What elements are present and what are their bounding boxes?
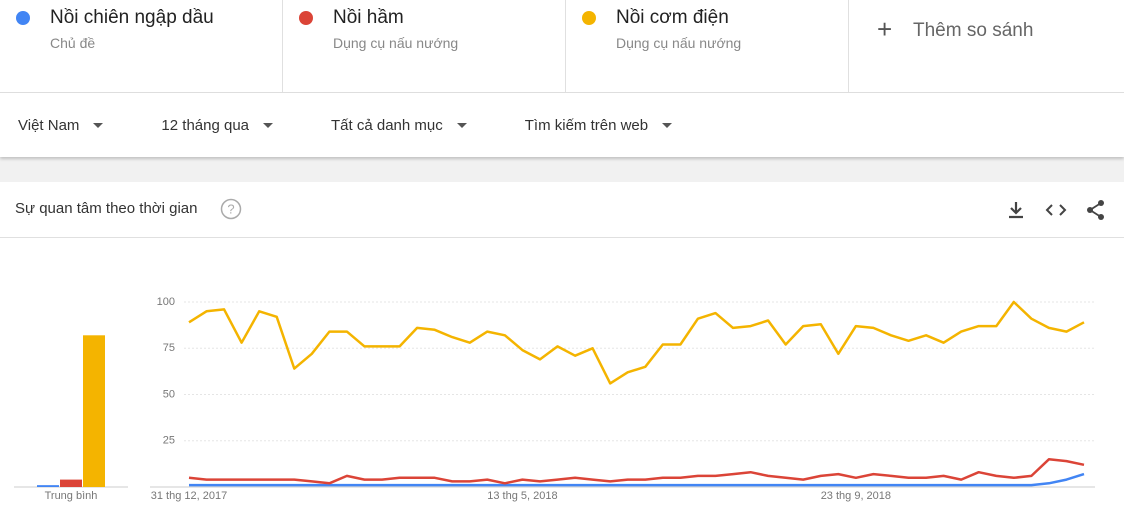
filter[interactable]: 12 tháng qua (161, 116, 274, 134)
filter-label: 12 tháng qua (161, 116, 250, 134)
bar (83, 335, 105, 487)
filter-label: Việt Nam (18, 116, 80, 134)
bar (37, 485, 59, 487)
chart: Trung bình 25 50 75 100 31 thg 12, 2017 13 thg… (14, 296, 1095, 502)
term-name: Nồi hầm (333, 7, 404, 28)
filter[interactable]: Tất cả danh mục (331, 117, 467, 134)
filter-label: Tất cả danh mục (331, 116, 443, 134)
term[interactable]: Nồi chiên ngập dầu Chủ đề (0, 0, 283, 92)
svg-text:?: ? (227, 201, 234, 216)
term-subtitle: Dụng cụ nấu nướng (333, 35, 459, 51)
term-dot (16, 11, 30, 25)
dropdown-arrow (263, 122, 274, 128)
divider (0, 237, 1124, 238)
y-tick-label: 100 (157, 296, 175, 308)
dropdown-arrow (93, 122, 104, 128)
panel-title: Sự quan tâm theo thời gian (15, 200, 198, 217)
embed-icon[interactable] (1045, 200, 1067, 220)
add-compare-label: Thêm so sánh (913, 20, 1034, 41)
bar (60, 479, 82, 487)
x-label: Trung bình (45, 490, 98, 502)
term-subtitle: Chủ đề (50, 35, 96, 51)
term[interactable]: Nồi cơm điện Dụng cụ nấu nướng (566, 0, 849, 92)
download-icon[interactable] (1006, 200, 1026, 220)
series-line (189, 472, 1085, 487)
terms-bar: Nồi chiên ngập dầu Chủ đề Nồi hầm Dụng cụ … (0, 0, 1124, 93)
term-dot (582, 11, 596, 25)
filter-label: Tìm kiếm trên web (524, 116, 649, 134)
filters: Việt Nam 12 tháng qua Tất cả danh mục Tì… (0, 93, 1124, 157)
add-compare[interactable]: + Thêm so sánh (849, 0, 1124, 92)
share-icon[interactable] (1085, 199, 1107, 221)
term-name: Nồi cơm điện (616, 7, 729, 28)
dropdown-arrow (456, 122, 467, 128)
term-dot (299, 11, 313, 25)
series-line (188, 300, 1085, 385)
y-tick-label: 50 (163, 388, 175, 400)
term-name: Nồi chiên ngập dầu (50, 7, 214, 28)
x-tick-label: 23 thg 9, 2018 (821, 490, 891, 502)
series-line (188, 458, 1085, 485)
gap (0, 157, 1124, 182)
filter[interactable]: Tìm kiếm trên web (524, 116, 673, 134)
filter[interactable]: Việt Nam (18, 116, 104, 134)
term[interactable]: Nồi hầm Dụng cụ nấu nướng (283, 0, 566, 92)
y-tick-label: 25 (163, 435, 175, 447)
panel: Sự quan tâm theo thời gian ? Trung bình 2… (0, 182, 1124, 508)
dropdown-arrow (662, 122, 673, 128)
term-subtitle: Dụng cụ nấu nướng (616, 35, 742, 51)
y-tick-label: 75 (163, 342, 175, 354)
x-tick-label: 31 thg 12, 2017 (151, 490, 227, 502)
x-tick-label: 13 thg 5, 2018 (487, 490, 557, 502)
help-icon[interactable]: ? (220, 198, 242, 220)
plus-icon: + (877, 14, 893, 44)
